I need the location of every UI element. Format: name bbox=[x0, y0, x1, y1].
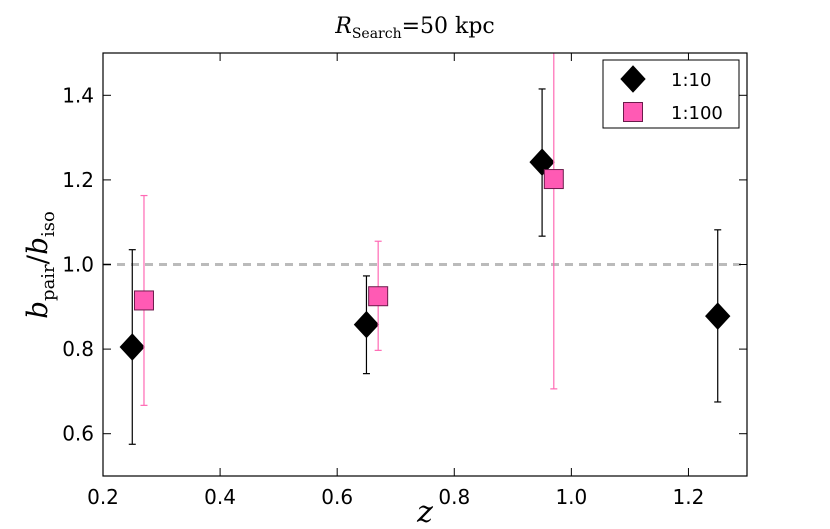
series-1-10-point bbox=[529, 148, 555, 176]
series-1-10-point bbox=[353, 310, 380, 339]
series-1-100-point bbox=[368, 286, 389, 307]
legend-label: 1:100 bbox=[671, 103, 723, 124]
series-1-100-point bbox=[133, 290, 154, 311]
x-axis-label: z bbox=[416, 495, 433, 529]
data-layer bbox=[119, 53, 731, 445]
x-tick-label: 0.2 bbox=[87, 485, 119, 509]
x-tick-label: 0.6 bbox=[321, 485, 353, 509]
y-axis-label: bpair/biso bbox=[21, 211, 59, 319]
y-tick-label: 1.2 bbox=[62, 168, 94, 192]
chart-title: RSearch=50 kpc bbox=[334, 14, 495, 42]
x-tick-label: 0.8 bbox=[438, 485, 470, 509]
y-tick-label: 1.0 bbox=[62, 253, 94, 277]
y-tick-label: 1.4 bbox=[62, 83, 94, 107]
x-tick-label: 1.2 bbox=[673, 485, 705, 509]
x-tick-label: 1.0 bbox=[555, 485, 587, 509]
series-1-100-point bbox=[543, 169, 564, 190]
y-tick-label: 0.6 bbox=[62, 422, 94, 446]
legend: 1:10 1:100 bbox=[602, 59, 740, 129]
plot-area: 0.2 0.4 0.6 0.8 1.0 1.2 0.6 0.8 1.0 1.2 1.4 bbox=[62, 52, 748, 509]
axes-frame bbox=[102, 52, 748, 477]
x-tick-label: 0.4 bbox=[204, 485, 236, 509]
legend-marker-1-10 bbox=[620, 65, 646, 93]
series-1-10-point bbox=[705, 302, 731, 330]
legend-marker-1-100 bbox=[623, 102, 643, 122]
series-1-10-point bbox=[119, 333, 145, 361]
y-tick-label: 0.8 bbox=[62, 337, 94, 361]
legend-label: 1:10 bbox=[671, 70, 711, 91]
